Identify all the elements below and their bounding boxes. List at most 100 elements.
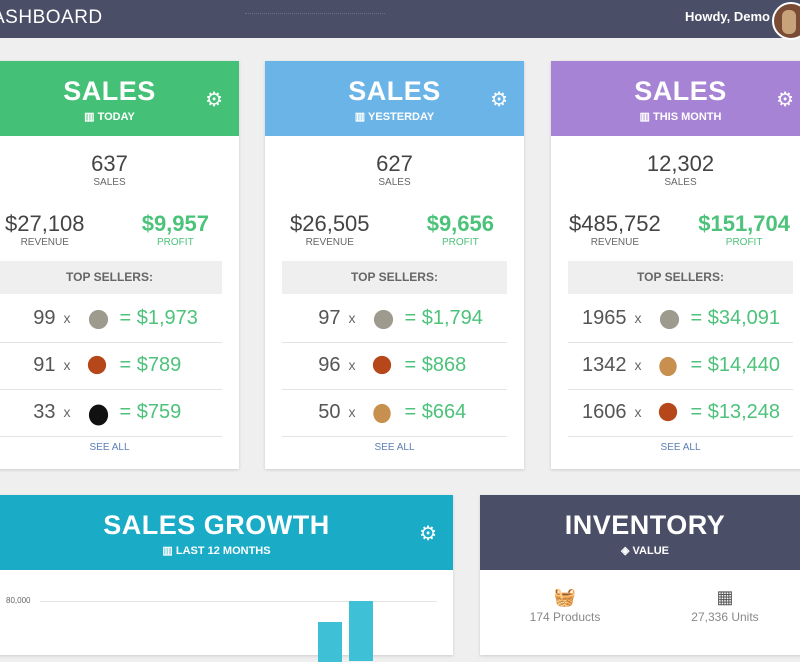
times-sign: x <box>63 404 71 420</box>
cubes-icon: ▦ <box>716 587 734 607</box>
card-header: SALES ▥ TODAY ⚙ <box>0 61 239 136</box>
diamond-icon: ◈ <box>621 545 633 557</box>
goat-icon <box>652 303 683 333</box>
times-sign: x <box>348 357 356 373</box>
seller-qty: 99 <box>33 307 56 329</box>
gridline <box>40 601 437 602</box>
goat-icon <box>81 303 112 333</box>
profit-label: PROFIT <box>725 237 763 248</box>
seller-qty: 1342 <box>582 354 627 376</box>
revenue-value: $485,752 <box>569 211 661 236</box>
card-title: SALES <box>348 76 441 106</box>
card-title: SALES <box>63 76 156 106</box>
seller-total: = $789 <box>119 354 182 376</box>
card-subtitle: VALUE <box>632 545 669 557</box>
sales-label: SALES <box>378 177 411 188</box>
sales-growth-chart: 80,000 <box>0 570 453 662</box>
seller-row: 96 x = $868 <box>282 342 507 390</box>
card-subtitle: YESTERDAY <box>368 111 435 123</box>
seller-row: 91 x = $789 <box>0 342 222 390</box>
orangutan-icon <box>81 350 112 380</box>
seller-total: = $14,440 <box>690 354 781 376</box>
sales-card-today: SALES ▥ TODAY ⚙ 637 SALES $27,108 REVENU… <box>0 61 239 469</box>
seller-row: 33 x = $759 <box>0 389 222 437</box>
profit: $151,704 PROFIT <box>698 211 790 248</box>
times-sign: x <box>348 310 356 326</box>
seller-row: 99 x = $1,973 <box>0 295 222 343</box>
times-sign: x <box>634 404 642 420</box>
top-sellers-header: TOP SELLERS: <box>282 261 507 294</box>
card-title: SALES <box>634 76 727 106</box>
card-title: SALES GROWTH <box>103 510 330 540</box>
chart-icon: ▥ <box>639 111 653 123</box>
topbar-divider <box>245 13 385 14</box>
gear-icon[interactable]: ⚙ <box>776 89 794 111</box>
top-bar: ASHBOARD Howdy, Demo <box>0 0 800 40</box>
sales-growth-card: SALES GROWTH ▥ LAST 12 MONTHS ⚙ 80,000 <box>0 495 453 662</box>
seller-row: 1606 x = $13,248 <box>568 389 793 437</box>
times-sign: x <box>634 310 642 326</box>
orangutan-icon <box>366 350 397 380</box>
avatar[interactable] <box>772 2 800 40</box>
seller-qty: 33 <box>33 401 56 423</box>
times-sign: x <box>63 357 71 373</box>
units-stat: ▦ 27,336 Units <box>680 587 770 624</box>
revenue-value: $27,108 <box>5 211 85 236</box>
sales-label: SALES <box>664 177 697 188</box>
sales-count: 627 <box>376 151 413 176</box>
sales-card-yesterday: SALES ▥ YESTERDAY ⚙ 627 SALES $26,505 RE… <box>265 61 524 469</box>
card-header: INVENTORY ◈ VALUE <box>480 495 800 570</box>
seller-row: 1342 x = $14,440 <box>568 342 793 390</box>
y-tick-label: 80,000 <box>6 596 31 605</box>
orangutan-icon <box>652 397 683 427</box>
times-sign: x <box>63 310 71 326</box>
goat-icon <box>366 303 397 333</box>
seller-qty: 96 <box>318 354 341 376</box>
seller-qty: 1965 <box>582 307 627 329</box>
basket-icon: 🧺 <box>553 587 577 607</box>
dog-icon <box>652 350 683 380</box>
chart-icon: ▥ <box>162 545 176 557</box>
swan-icon <box>81 397 112 427</box>
seller-row: 1965 x = $34,091 <box>568 295 793 343</box>
products-count: 174 Products <box>529 610 601 624</box>
seller-total: = $868 <box>404 354 467 376</box>
see-all-link[interactable]: SEE ALL <box>660 442 701 453</box>
revenue: $27,108 REVENUE <box>5 211 85 248</box>
revenue-label: REVENUE <box>305 237 354 248</box>
card-title: INVENTORY <box>564 510 726 540</box>
revenue-label: REVENUE <box>20 237 69 248</box>
seller-total: = $664 <box>404 401 467 423</box>
top-sellers-header: TOP SELLERS: <box>568 261 793 294</box>
card-subtitle: THIS MONTH <box>653 111 722 123</box>
page-title: ASHBOARD <box>0 7 103 28</box>
revenue-value: $26,505 <box>290 211 370 236</box>
seller-total: = $34,091 <box>690 307 781 329</box>
top-sellers-header: TOP SELLERS: <box>0 261 222 294</box>
seller-row: 50 x = $664 <box>282 389 507 437</box>
profit-value: $9,957 <box>141 211 209 236</box>
chart-icon: ▥ <box>354 111 369 123</box>
sales-count: 12,302 <box>646 151 715 176</box>
dog-icon <box>366 397 397 427</box>
gear-icon[interactable]: ⚙ <box>490 89 508 111</box>
seller-qty: 97 <box>318 307 341 329</box>
gear-icon[interactable]: ⚙ <box>419 523 437 545</box>
see-all-link[interactable]: SEE ALL <box>374 442 415 453</box>
profit-label: PROFIT <box>157 237 194 248</box>
seller-total: = $1,794 <box>404 307 483 329</box>
seller-qty: 91 <box>33 354 56 376</box>
chart-icon: ▥ <box>84 111 98 123</box>
seller-total: = $759 <box>119 401 182 423</box>
units-count: 27,336 Units <box>691 610 759 624</box>
see-all-link[interactable]: SEE ALL <box>89 442 130 453</box>
card-header: SALES ▥ YESTERDAY ⚙ <box>265 61 524 136</box>
times-sign: x <box>348 404 356 420</box>
gear-icon[interactable]: ⚙ <box>205 89 223 111</box>
card-header: SALES GROWTH ▥ LAST 12 MONTHS ⚙ <box>0 495 453 570</box>
inventory-card: INVENTORY ◈ VALUE 🧺 174 Products ▦ 27,33… <box>480 495 800 655</box>
user-greeting[interactable]: Howdy, Demo <box>685 9 770 24</box>
card-header: SALES ▥ THIS MONTH ⚙ <box>551 61 800 136</box>
profit: $9,957 PROFIT <box>142 211 209 248</box>
sales-card-this-month: SALES ▥ THIS MONTH ⚙ 12,302 SALES $485,7… <box>551 61 800 469</box>
